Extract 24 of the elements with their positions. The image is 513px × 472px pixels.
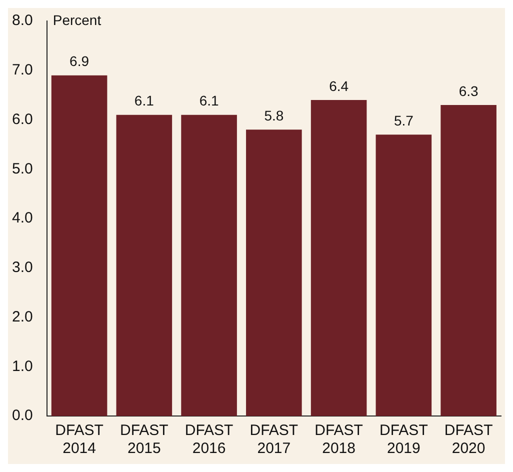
- x-tick-label: DFAST 2020: [444, 422, 493, 458]
- x-tick-label: DFAST 2017: [250, 422, 298, 458]
- y-tick-label: 8.0: [12, 12, 33, 30]
- data-label: 6.1: [199, 92, 219, 109]
- y-tick-label: 1.0: [12, 358, 33, 375]
- y-tick-label: 2.0: [12, 308, 33, 326]
- data-label: 6.3: [458, 82, 478, 99]
- x-tick-label: DFAST 2015: [120, 422, 168, 458]
- x-tick-label: DFAST 2019: [380, 422, 428, 458]
- data-label: 5.8: [264, 107, 284, 124]
- data-label: 5.7: [394, 112, 414, 128]
- x-tick-label: DFAST 2018: [314, 422, 363, 458]
- data-label: 6.9: [70, 53, 90, 70]
- y-tick-label: 7.0: [12, 62, 33, 79]
- x-tick-label: DFAST 2014: [55, 422, 104, 458]
- data-label: 6.1: [134, 92, 154, 109]
- y-tick-label: 5.0: [12, 160, 33, 178]
- y-tick-label: 0.0: [12, 407, 33, 424]
- y-tick-label: 6.0: [12, 110, 33, 128]
- y-tick-label: 3.0: [12, 259, 33, 276]
- data-label: 6.4: [329, 78, 349, 94]
- x-tick-label: DFAST 2016: [184, 422, 234, 458]
- y-axis-title: Percent: [52, 12, 102, 28]
- y-tick-label: 4.0: [12, 210, 33, 227]
